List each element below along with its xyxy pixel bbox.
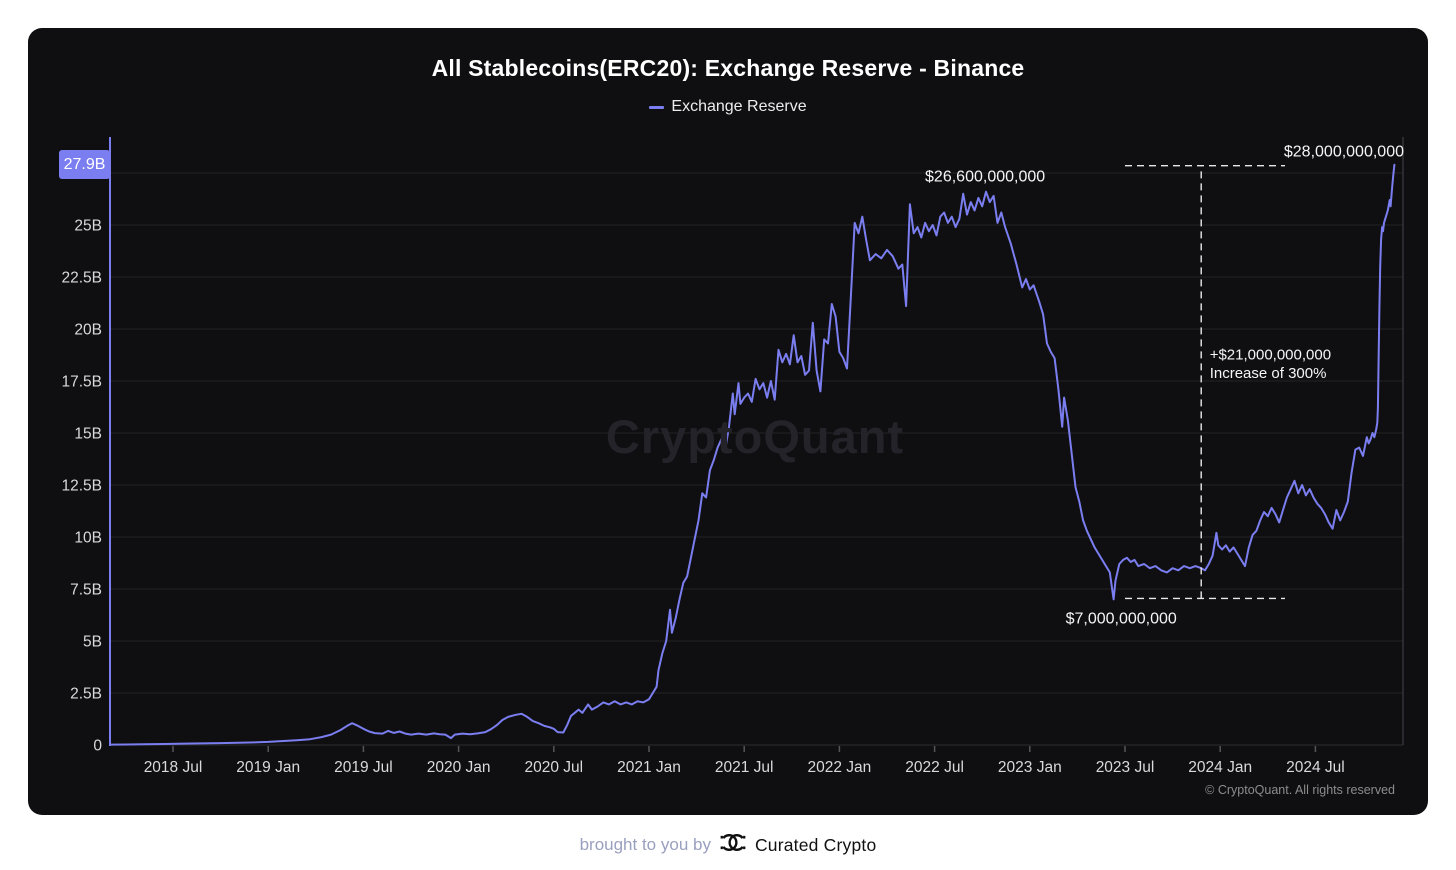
x-tick-label: 2020 Jul: [524, 759, 583, 776]
chart-title: All Stablecoins(ERC20): Exchange Reserve…: [431, 55, 1025, 81]
x-tick-label: 2018 Jul: [144, 759, 203, 776]
x-tick-label: 2022 Jul: [905, 759, 964, 776]
y-tick-label: 17.5B: [61, 374, 102, 391]
x-tick-label: 2023 Jul: [1096, 759, 1155, 776]
interlocked-cc-logo-icon: [720, 831, 746, 859]
annotation-label: $28,000,000,000: [1284, 144, 1404, 161]
footer-prefix-text: brought to you by: [579, 835, 711, 854]
copyright-notice: © CryptoQuant. All rights reserved: [1205, 783, 1395, 797]
y-tick-label: 12.5B: [61, 478, 102, 495]
y-tick-label: 5B: [83, 634, 102, 651]
x-tick-label: 2020 Jan: [427, 759, 491, 776]
y-tick-label: 2.5B: [70, 686, 102, 703]
annotation-label: +$21,000,000,000: [1210, 346, 1331, 363]
x-tick-label: 2019 Jul: [334, 759, 393, 776]
y-tick-label: 0: [93, 738, 102, 755]
y-tick-label: 25B: [74, 218, 102, 235]
x-tick-label: 2023 Jan: [998, 759, 1062, 776]
y-tick-label: 20B: [74, 322, 102, 339]
legend-line-swatch-icon: [649, 105, 665, 109]
y-tick-label: 10B: [74, 530, 102, 547]
plot-area[interactable]: 2018 Jul 2019 Jan 2019 Jul 2020 Jan 2020 Jul…: [28, 28, 1428, 815]
legend-item-exchange-reserve[interactable]: Exchange Reserve: [649, 98, 807, 116]
y-tick-label: 15B: [74, 426, 102, 443]
legend-label: Exchange Reserve: [671, 98, 807, 115]
annotation-label: $26,600,000,000: [925, 169, 1045, 186]
legend: Exchange Reserve: [28, 98, 1428, 116]
annotation-label: $7,000,000,000: [1066, 611, 1177, 628]
x-tick-label: 2021 Jul: [715, 759, 774, 776]
x-tick-label: 2024 Jan: [1188, 759, 1252, 776]
x-tick-label: 2019 Jan: [236, 759, 300, 776]
x-tick-label: 2022 Jan: [808, 759, 872, 776]
y-tick-label: 22.5B: [61, 270, 102, 287]
x-tick-label: 2024 Jul: [1286, 759, 1345, 776]
annotation-label: Increase of 300%: [1210, 365, 1327, 382]
chart-panel: 2018 Jul 2019 Jan 2019 Jul 2020 Jan 2020 Jul…: [28, 28, 1428, 815]
x-tick-label: 2021 Jan: [617, 759, 681, 776]
y-tick-label: 7.5B: [70, 582, 102, 599]
footer-brand-text: Curated Crypto: [754, 834, 877, 855]
series-line-exchange-reserve: [109, 163, 1396, 746]
page-footer: brought to you by Curated Crypto: [0, 831, 1456, 859]
y-axis-current-value-badge: 27.9B: [59, 150, 110, 179]
